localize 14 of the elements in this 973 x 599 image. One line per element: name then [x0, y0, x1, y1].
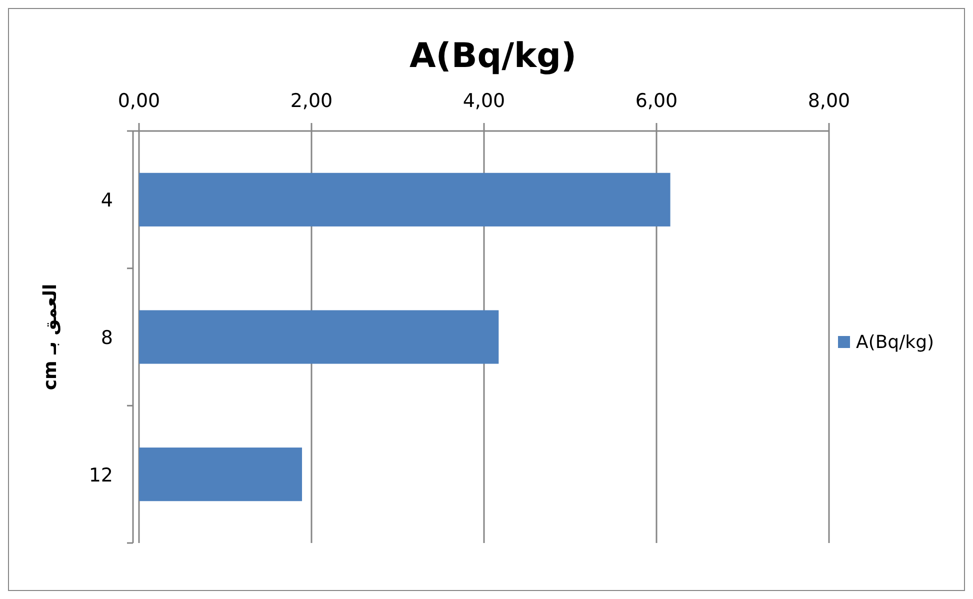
y-axis-title: العمق بـ cm [40, 284, 61, 390]
bar [139, 448, 302, 502]
x-tick-label: 2,00 [290, 90, 333, 112]
y-tick-label: 12 [88, 464, 113, 486]
x-tick-label: 8,00 [808, 90, 850, 112]
legend-label: A(Bq/kg) [856, 332, 934, 353]
bar [139, 172, 670, 226]
x-tick-label: 0,00 [118, 90, 160, 112]
y-tick-label: 4 [100, 190, 113, 212]
bar [139, 310, 499, 364]
x-tick-label: 4,00 [462, 90, 506, 112]
x-tick-label: 6,00 [635, 90, 678, 112]
chart-title: A(Bq/kg) [409, 36, 577, 76]
y-tick-label: 8 [100, 327, 113, 349]
